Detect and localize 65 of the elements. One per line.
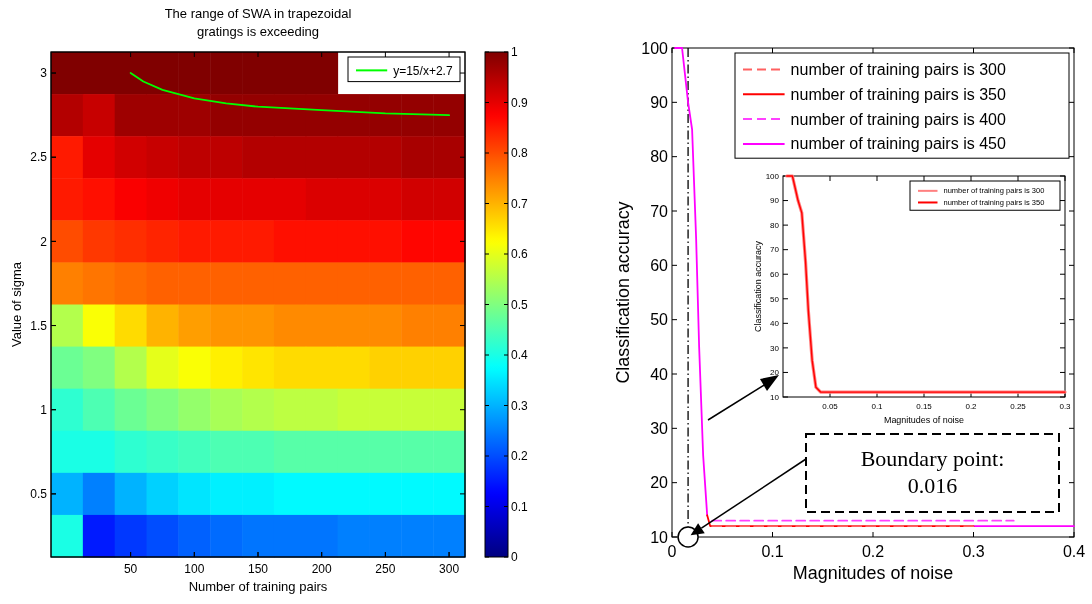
y-tick-label: 20: [650, 474, 669, 492]
y-tick-label: 90: [650, 93, 669, 111]
color-bar-label: 0.9: [511, 95, 529, 110]
legend-label: number of training pairs is 400: [790, 110, 1006, 128]
x-tick-label: 0.05: [822, 402, 839, 411]
y-axis-title: Value of sigma: [9, 261, 24, 348]
legend-label: y=15/x+2.7: [393, 63, 453, 78]
x-tick-label: 0.1: [871, 402, 884, 411]
y-tick-label: 30: [770, 343, 780, 353]
color-bar-label: 0.5: [511, 297, 529, 312]
y-tick-label: 90: [770, 196, 780, 206]
y-tick-label: 2.5: [30, 150, 48, 165]
x-tick-label: 0.25: [1010, 402, 1027, 411]
y-tick-label: 50: [650, 311, 669, 329]
x-axis-title: Magnitudes of noise: [883, 415, 965, 425]
y-tick-label: 80: [770, 220, 780, 230]
legend-label: number of training pairs is 450: [790, 135, 1006, 153]
y-tick-label: 0.5: [30, 487, 48, 502]
color-bar-label: 0.1: [511, 499, 529, 514]
y-tick-label: 50: [770, 294, 780, 304]
x-tick-label: 0.3: [1059, 402, 1072, 411]
color-bar-label: 0.6: [511, 247, 529, 262]
y-tick-label: 2: [40, 234, 48, 249]
y-tick-label: 70: [650, 202, 669, 220]
y-tick-label: 60: [770, 270, 780, 280]
legend-label: number of training pairs is 300: [790, 61, 1006, 79]
color-bar-label: 0.4: [511, 348, 529, 363]
x-tick-label: 0.3: [962, 543, 985, 560]
annotation: Boundary point: 0.016: [860, 446, 1005, 498]
color-bar-label: 0.2: [511, 449, 529, 464]
x-axis-title: Number of training pairs: [188, 579, 328, 594]
chart-title: The range of SWA in trapezoidal gratings is exceeding: [164, 6, 352, 39]
y-tick-label: 80: [650, 148, 669, 166]
color-bar-label: 1: [511, 45, 518, 60]
y-tick-label: 10: [770, 392, 780, 402]
y-axis-title: Classification accuracy: [612, 201, 633, 384]
y-tick-label: 40: [770, 319, 780, 329]
y-tick-label: 70: [770, 245, 780, 255]
x-tick-label: 0: [667, 543, 677, 560]
y-axis-title: Classification accuracy: [753, 240, 764, 333]
x-tick-label: 150: [247, 562, 269, 576]
x-tick-label: 0.2: [965, 402, 978, 411]
color-bar-label: 0.8: [511, 146, 529, 161]
x-axis-title: Magnitudes of noise: [792, 563, 954, 583]
legend-label: number of training pairs is 350: [790, 85, 1006, 103]
color-bar-label: 0.7: [511, 196, 529, 211]
x-tick-label: 300: [439, 562, 460, 576]
y-tick-label: 30: [650, 419, 669, 437]
x-tick-label: 200: [311, 562, 333, 576]
y-tick-label: 10: [650, 528, 669, 546]
x-tick-label: 0.2: [861, 543, 885, 560]
y-tick-label: 20: [770, 368, 780, 378]
y-tick-label: 100: [765, 171, 780, 181]
y-tick-label: 100: [641, 39, 669, 57]
x-tick-label: 100: [184, 562, 205, 576]
x-tick-label: 50: [123, 562, 138, 576]
y-tick-label: 1: [40, 402, 48, 417]
y-tick-label: 60: [650, 256, 669, 274]
x-tick-label: 0.1: [761, 543, 784, 560]
x-tick-label: 0.4: [1062, 543, 1086, 560]
y-tick-label: 40: [650, 365, 669, 383]
y-tick-label: 3: [40, 66, 48, 81]
y-tick-label: 1.5: [30, 318, 48, 333]
x-tick-label: 0.15: [916, 402, 933, 411]
x-tick-label: 250: [375, 562, 396, 576]
